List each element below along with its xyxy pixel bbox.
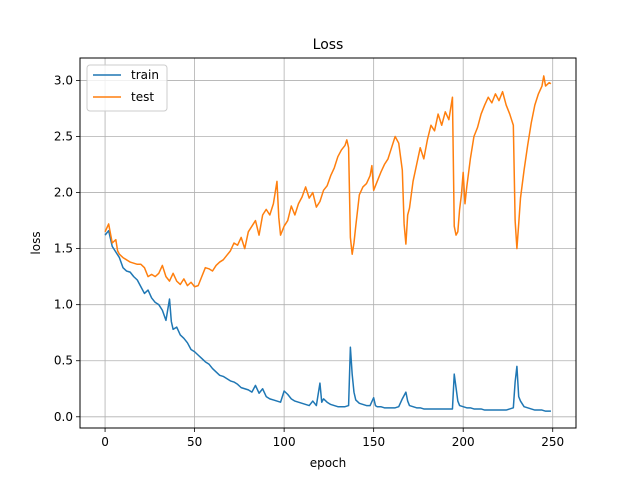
x-tick-label: 50 xyxy=(187,435,202,449)
y-tick-label: 1.5 xyxy=(54,242,73,256)
y-tick-label: 1.0 xyxy=(54,298,73,312)
x-tick-label: 250 xyxy=(541,435,564,449)
legend: train test xyxy=(86,64,168,112)
x-tick-label: 150 xyxy=(362,435,385,449)
plot-lines xyxy=(104,75,552,412)
series-line-train xyxy=(104,229,551,412)
legend-label-test: test xyxy=(131,90,154,104)
y-tick-label: 0.5 xyxy=(54,354,73,368)
y-tick-label: 2.0 xyxy=(54,186,73,200)
x-tick-label: 100 xyxy=(273,435,296,449)
y-axis-label: loss xyxy=(29,231,43,254)
x-tick-label: 200 xyxy=(452,435,475,449)
grid xyxy=(80,58,576,428)
y-tick-label: 3.0 xyxy=(54,73,73,87)
plot-frame xyxy=(79,57,577,429)
y-tick-label: 2.5 xyxy=(54,129,73,143)
legend-label-train: train xyxy=(131,68,159,82)
chart-title: Loss xyxy=(313,37,344,53)
y-tick-label: 0.0 xyxy=(54,410,73,424)
series-line-test xyxy=(104,75,552,288)
x-axis: 0 50 100 150 200 250 xyxy=(101,428,564,449)
x-axis-label: epoch xyxy=(310,456,347,470)
legend-box xyxy=(86,64,168,112)
x-tick-label: 0 xyxy=(101,435,109,449)
y-axis: 0.0 0.5 1.0 1.5 2.0 2.5 3.0 xyxy=(54,73,80,424)
